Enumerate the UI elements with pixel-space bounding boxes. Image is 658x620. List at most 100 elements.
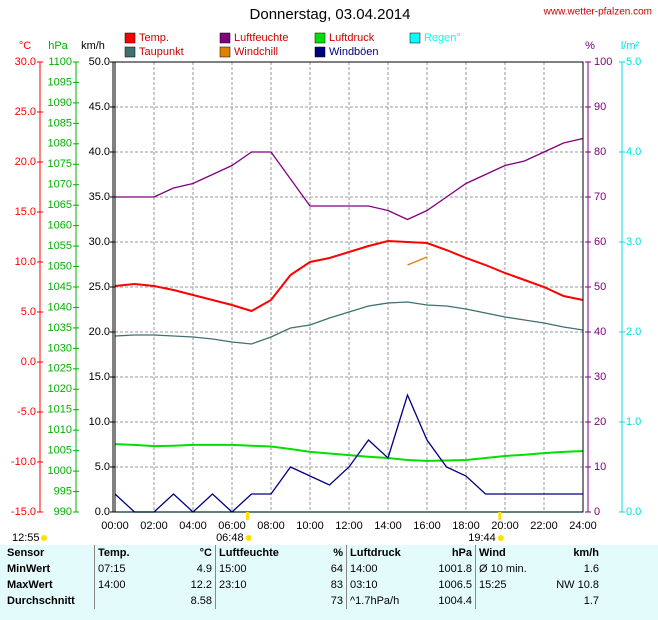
table-cell <box>215 593 300 609</box>
y-tick-label: 1030 <box>48 342 72 354</box>
y-tick-label: 90 <box>594 101 606 113</box>
y-tick-label: 1055 <box>48 240 72 252</box>
y-tick-label: 4.0 <box>626 146 641 158</box>
axis-unit: % <box>585 40 595 52</box>
day-length: 12:55 <box>12 532 40 544</box>
legend-swatch <box>409 32 421 44</box>
y-tick-label: -5.0 <box>17 406 36 418</box>
table-cell: 07:15 <box>94 561 159 577</box>
axis-unit: hPa <box>48 40 68 52</box>
y-tick-label: 0.0 <box>626 506 641 518</box>
y-tick-label: 5.0 <box>626 56 641 68</box>
y-tick-label: 1035 <box>48 322 72 334</box>
y-tick-label: 1010 <box>48 424 72 436</box>
y-tick-label: 15.0 <box>89 371 110 383</box>
legend-label: Taupunkt <box>139 46 184 58</box>
table-cell: 1001.8 <box>438 563 472 575</box>
y-tick-label: 25.0 <box>89 281 110 293</box>
table-cell <box>475 593 544 609</box>
y-tick-label: 1100 <box>48 56 72 68</box>
y-tick-label: 20.0 <box>15 156 36 168</box>
y-tick-label: 40 <box>594 326 606 338</box>
legend-swatch <box>219 46 231 58</box>
axis-unit: °C <box>19 40 31 52</box>
series-line <box>407 256 428 266</box>
table-cell: 8.58 <box>190 595 212 607</box>
y-tick-label: 5.0 <box>95 461 110 473</box>
y-tick-label: 1060 <box>48 220 72 232</box>
legend-label: Regen° <box>424 32 461 44</box>
stats-table: Sensor Temp. °C Luftfeuchte% Luftdruck hPa Win… <box>0 545 658 620</box>
x-tick-label: 18:00 <box>452 520 480 532</box>
y-tick-label: 0.0 <box>95 506 110 518</box>
y-tick-label: 995 <box>54 485 72 497</box>
legend-label: Temp. <box>139 32 169 44</box>
y-tick-label: 1065 <box>48 199 72 211</box>
x-tick-label: 08:00 <box>257 520 285 532</box>
table-row: Sensor Temp. °C Luftfeuchte% Luftdruck hPa Win… <box>4 545 602 561</box>
y-tick-label: 1015 <box>48 404 72 416</box>
y-tick-label: 70 <box>594 191 606 203</box>
legend-label: Luftdruck <box>329 32 375 44</box>
legend-swatch <box>314 46 326 58</box>
table-cell: 12.2 <box>190 579 212 591</box>
sun-label: 19:44 <box>468 532 496 544</box>
y-tick-label: 3.0 <box>626 236 641 248</box>
x-tick-label: 10:00 <box>296 520 324 532</box>
table-cell: 4.9 <box>196 563 212 575</box>
y-tick-label: 1000 <box>48 465 72 477</box>
table-cell: NW 10.8 <box>556 579 599 591</box>
sun-icon <box>41 535 47 541</box>
y-tick-label: 80 <box>594 146 606 158</box>
y-tick-label: 1005 <box>48 445 72 457</box>
y-tick-label: 1045 <box>48 281 72 293</box>
y-tick-label: 1080 <box>48 138 72 150</box>
table-cell: 1.6 <box>583 563 599 575</box>
y-tick-label: 40.0 <box>89 146 110 158</box>
legend-swatch <box>314 32 326 44</box>
y-tick-label: 1075 <box>48 158 72 170</box>
x-tick-label: 00:00 <box>101 520 129 532</box>
axis-unit: km/h <box>81 40 105 52</box>
x-tick-label: 04:00 <box>179 520 207 532</box>
x-tick-label: 24:00 <box>569 520 597 532</box>
chart: Donnerstag, 03.04.2014 www.wetter-pfalze… <box>11 6 652 544</box>
y-tick-label: 20 <box>594 416 606 428</box>
series-line <box>115 137 584 221</box>
y-tick-label: -15.0 <box>11 506 36 518</box>
table-cell: 1006.5 <box>438 579 472 591</box>
table-cell: hPa <box>451 547 472 559</box>
y-tick-label: 20.0 <box>89 326 110 338</box>
y-tick-label: 5.0 <box>21 306 36 318</box>
table-cell: km/h <box>573 547 599 559</box>
y-tick-label: 35.0 <box>89 191 110 203</box>
table-cell: Wind <box>475 545 544 561</box>
table-cell: Durchschnitt <box>7 595 75 607</box>
chart-title: Donnerstag, 03.04.2014 <box>250 6 411 23</box>
sun-icon <box>497 535 504 541</box>
y-tick-label: 1070 <box>48 179 72 191</box>
table-cell: 14:00 <box>346 561 411 577</box>
table-cell <box>94 593 159 609</box>
y-tick-label: 1095 <box>48 76 72 88</box>
legend-swatch <box>124 46 136 58</box>
table-cell: °C <box>199 547 212 559</box>
x-tick-label: 06:00 <box>218 520 246 532</box>
y-tick-label: 990 <box>54 506 72 518</box>
site-label: www.wetter-pfalzen.com <box>543 7 652 18</box>
table-row: Durchschnitt 8.58 73 ^1.7hPa/h 1004.4 1.7 <box>4 593 602 609</box>
y-tick-label: 60 <box>594 236 606 248</box>
table-cell: 23:10 <box>215 577 300 593</box>
y-tick-label: 45.0 <box>89 101 110 113</box>
table-cell: Luftdruck <box>346 545 411 561</box>
y-tick-label: 1.0 <box>626 416 641 428</box>
x-tick-label: 12:00 <box>335 520 363 532</box>
table-cell: 73 <box>330 595 343 607</box>
table-cell: MaxWert <box>7 579 53 591</box>
table: Sensor Temp. °C Luftfeuchte% Luftdruck hPa Win… <box>4 545 602 609</box>
table-row: MaxWert 14:00 12.2 23:10 83 03:10 1006.5 15:25 N… <box>4 577 602 593</box>
y-tick-label: 1090 <box>48 97 72 109</box>
legend-swatch <box>219 32 231 44</box>
y-tick-label: 1085 <box>48 117 72 129</box>
table-cell: 64 <box>330 563 343 575</box>
